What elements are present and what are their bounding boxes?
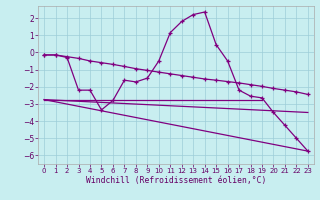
X-axis label: Windchill (Refroidissement éolien,°C): Windchill (Refroidissement éolien,°C) xyxy=(86,176,266,185)
